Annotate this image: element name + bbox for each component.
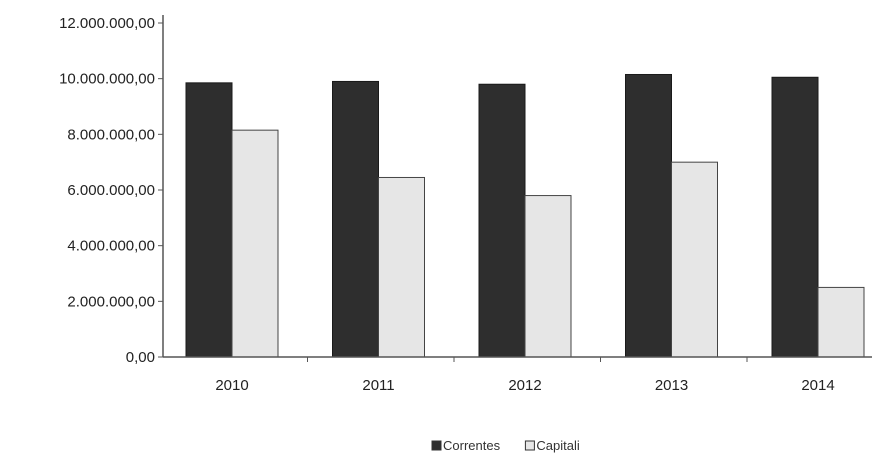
bar-capitali-2013 — [671, 161, 718, 358]
y-axis: 0,00 2.000.000,00 4.000.000,00 6.000.000,00… — [59, 15, 164, 366]
y-tick-label: 8.000.000,00 — [67, 126, 155, 143]
x-axis: 2010 2011 2012 2013 2014 — [163, 356, 872, 394]
bar-capitali-2014 — [817, 286, 865, 358]
bar-correntes-2010 — [185, 82, 233, 358]
legend-label-correntes: Correntes — [443, 438, 501, 453]
y-tick-label: 12.000.000,00 — [59, 15, 155, 32]
legend: Correntes Capitali — [431, 438, 580, 453]
y-tick-label: 4.000.000,00 — [67, 238, 155, 255]
y-tick-label: 0,00 — [126, 349, 155, 366]
bar-capitali-2012 — [524, 195, 572, 358]
bar-capitali-2011 — [378, 176, 425, 358]
y-tick-label: 2.000.000,00 — [67, 293, 155, 310]
y-tick-label: 6.000.000,00 — [67, 182, 155, 199]
legend-swatch-correntes — [431, 440, 442, 451]
x-tick-label: 2014 — [801, 377, 834, 394]
bar-correntes-2014 — [771, 76, 819, 358]
bar-correntes-2011 — [332, 80, 379, 358]
x-tick-label: 2010 — [215, 377, 248, 394]
x-tick-label: 2011 — [362, 377, 394, 394]
x-tick-label: 2012 — [508, 377, 541, 394]
x-tick-label: 2013 — [655, 377, 688, 394]
y-tick-label: 10.000.000,00 — [59, 71, 155, 88]
bars — [185, 73, 865, 358]
legend-label-capitali: Capitali — [536, 438, 579, 453]
legend-swatch-capitali — [524, 440, 535, 451]
bar-correntes-2012 — [478, 83, 526, 358]
bar-capitali-2010 — [231, 129, 279, 358]
bar-correntes-2013 — [625, 73, 672, 358]
